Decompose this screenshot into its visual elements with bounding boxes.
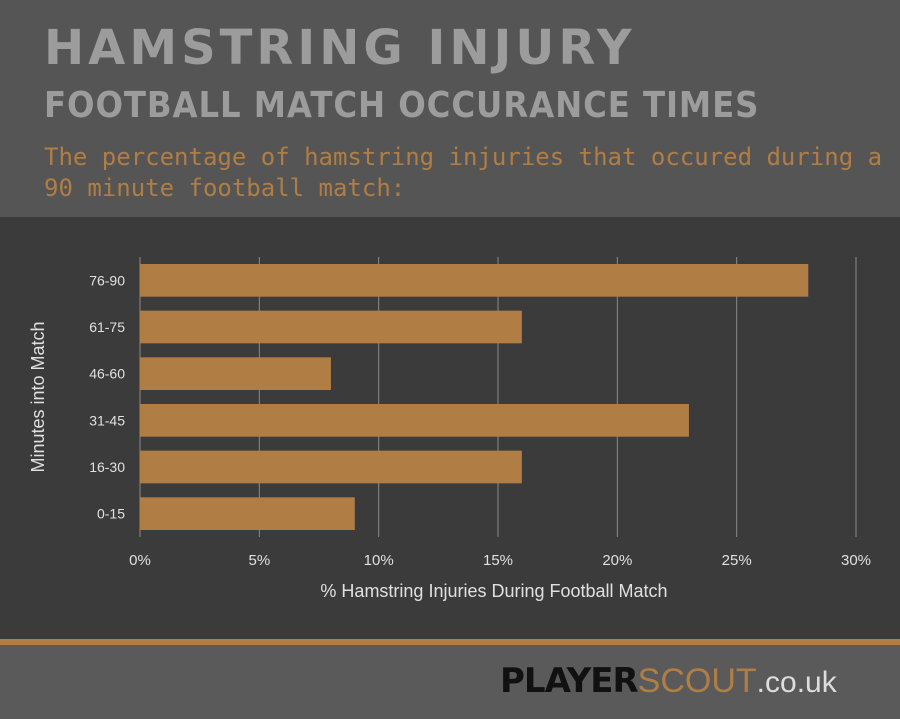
logo-player: PLAYER — [500, 661, 639, 701]
x-axis-label: % Hamstring Injuries During Football Mat… — [320, 581, 667, 601]
x-tick-labels: 0% 5% 10% 15% 20% 25% 30% — [129, 552, 871, 569]
x-tick-label: 20% — [602, 552, 632, 569]
bar-0-15 — [140, 497, 355, 530]
footer: PLAYERSCOUT.co.uk — [0, 645, 900, 719]
bar-31-45 — [140, 404, 689, 437]
bar-chart: 76-90 61-75 46-60 31-45 16-30 0-15 0% 5% 10% 15%… — [28, 257, 871, 601]
footer-divider — [0, 639, 900, 645]
chart-area: 76-90 61-75 46-60 31-45 16-30 0-15 0% 5% 10% 15%… — [0, 217, 900, 640]
logo-domain: .co.uk — [756, 666, 837, 699]
y-axis-label: Minutes into Match — [28, 321, 48, 472]
subtitle: The percentage of hamstring injuries tha… — [44, 143, 883, 202]
bar-16-30 — [140, 450, 522, 484]
y-tick-label: 31-45 — [89, 412, 125, 428]
x-tick-label: 10% — [364, 552, 394, 569]
x-tick-label: 15% — [483, 552, 513, 569]
header: HAMSTRING INJURY FOOTBALL MATCH OCCURANC… — [0, 0, 900, 217]
y-tick-label: 76-90 — [89, 272, 125, 288]
x-tick-label: 25% — [722, 552, 752, 569]
bars — [140, 264, 809, 530]
bar-61-75 — [140, 310, 522, 344]
x-tick-label: 5% — [248, 552, 270, 569]
bar-46-60 — [140, 357, 331, 390]
y-tick-label: 0-15 — [97, 506, 125, 522]
y-tick-labels: 76-90 61-75 46-60 31-45 16-30 0-15 — [89, 272, 125, 521]
y-tick-label: 46-60 — [89, 366, 125, 382]
bar-76-90 — [140, 264, 809, 297]
x-tick-label: 30% — [841, 552, 871, 569]
gridlines — [139, 257, 857, 537]
title-line-2: FOOTBALL MATCH OCCURANCE TIMES — [44, 85, 760, 126]
playerscout-logo: PLAYERSCOUT.co.uk — [500, 661, 837, 703]
y-tick-label: 61-75 — [89, 319, 125, 335]
logo-scout: SCOUT — [637, 662, 757, 700]
x-tick-label: 0% — [129, 552, 151, 569]
title: HAMSTRING INJURY — [44, 20, 636, 76]
y-tick-label: 16-30 — [89, 459, 125, 475]
